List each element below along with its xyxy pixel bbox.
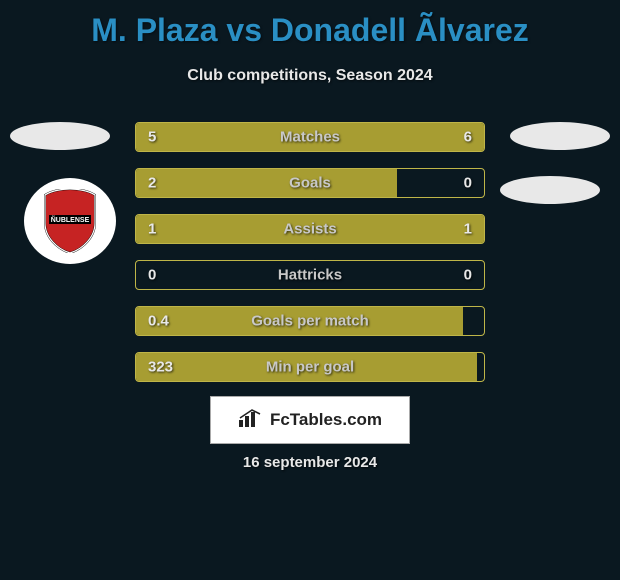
page-title: M. Plaza vs Donadell Ãlvarez — [0, 0, 620, 49]
stat-value-right: 0 — [464, 175, 472, 192]
stat-value-left: 0.4 — [148, 313, 169, 330]
page-subtitle: Club competitions, Season 2024 — [0, 67, 620, 85]
stat-row: 323 Min per goal — [135, 352, 485, 382]
stat-value-left: 0 — [148, 267, 156, 284]
stat-label: Assists — [283, 221, 336, 238]
stat-value-right: 0 — [464, 267, 472, 284]
shield-icon: ÑUBLENSE — [41, 189, 99, 253]
brand-chart-icon — [238, 408, 264, 433]
stat-bar-left — [136, 169, 397, 197]
stat-row: 2 0 Goals — [135, 168, 485, 198]
club-left-badge: ÑUBLENSE — [24, 178, 116, 264]
stat-label: Matches — [280, 129, 340, 146]
stat-value-left: 323 — [148, 359, 173, 376]
stat-row: 0.4 Goals per match — [135, 306, 485, 336]
player-right-avatar — [510, 122, 610, 150]
stat-label: Min per goal — [266, 359, 354, 376]
stat-label: Goals per match — [251, 313, 369, 330]
stat-value-right: 6 — [464, 129, 472, 146]
stat-value-right: 1 — [464, 221, 472, 238]
brand-box[interactable]: FcTables.com — [210, 396, 410, 444]
stat-bar-left — [136, 123, 293, 151]
footer-date: 16 september 2024 — [243, 454, 377, 471]
comparison-chart: 5 6 Matches 2 0 Goals 1 1 Assists 0 0 Hattricks 0.4 G… — [135, 122, 485, 398]
stat-row: 0 0 Hattricks — [135, 260, 485, 290]
stat-row: 5 6 Matches — [135, 122, 485, 152]
stat-value-left: 2 — [148, 175, 156, 192]
stat-value-left: 1 — [148, 221, 156, 238]
stat-value-left: 5 — [148, 129, 156, 146]
brand-text: FcTables.com — [270, 410, 382, 430]
stat-label: Goals — [289, 175, 331, 192]
club-right-badge — [500, 176, 600, 204]
club-badge-text: ÑUBLENSE — [51, 215, 90, 224]
stat-label: Hattricks — [278, 267, 342, 284]
player-left-avatar — [10, 122, 110, 150]
stat-row: 1 1 Assists — [135, 214, 485, 244]
